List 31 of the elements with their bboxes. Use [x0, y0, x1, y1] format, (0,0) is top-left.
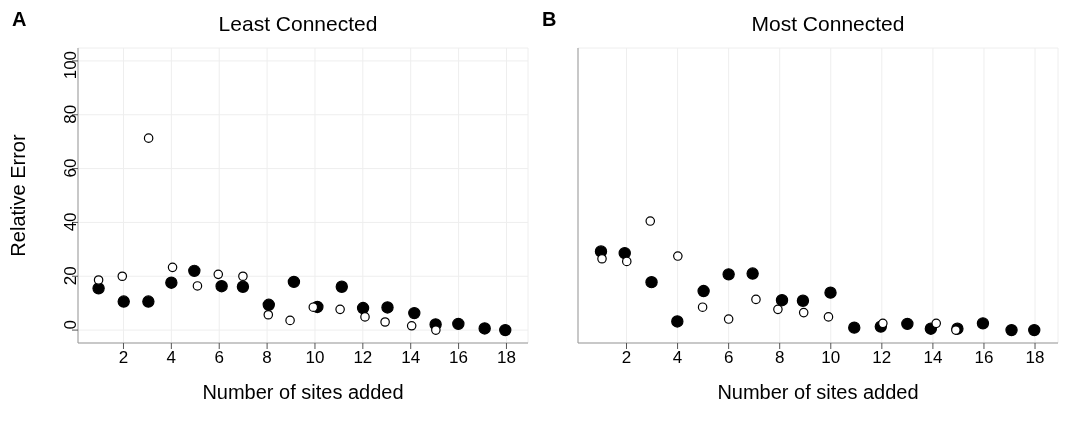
- x-tick-label: 16: [449, 348, 469, 368]
- y-tick-label: 60: [61, 158, 81, 178]
- x-tick-label: 16: [974, 348, 994, 368]
- x-tick-label: 8: [774, 348, 785, 368]
- x-axis-title: Number of sites added: [202, 381, 404, 403]
- y-tick-label: 20: [61, 266, 81, 286]
- text: A: [12, 8, 27, 31]
- y-tick-label: 100: [61, 50, 81, 80]
- x-tick-label: 2: [118, 348, 129, 368]
- x-tick-label: 12: [872, 348, 892, 368]
- x-tick-label: 18: [1025, 348, 1045, 368]
- x-tick-label: 6: [723, 348, 734, 368]
- x-tick-label: 18: [497, 348, 516, 368]
- text: B: [542, 8, 557, 31]
- x-tick-label: 12: [353, 348, 373, 368]
- chart-title: Most Connected: [750, 12, 906, 36]
- x-tick-label: 14: [923, 348, 943, 368]
- x-tick-label: 4: [166, 348, 177, 368]
- y-tick-label: 40: [61, 212, 81, 232]
- x-tick-label: 4: [672, 348, 683, 368]
- chart-title: Least Connected: [217, 12, 379, 36]
- y-axis-title: Relative Error: [7, 134, 30, 257]
- x-tick-label: 10: [821, 348, 841, 368]
- y-tick-label: 80: [61, 104, 81, 124]
- x-tick-label: 2: [621, 348, 632, 368]
- x-tick-label: 10: [305, 348, 325, 368]
- x-tick-label: 14: [401, 348, 421, 368]
- x-axis-title: Number of sites added: [717, 381, 919, 403]
- x-tick-label: 8: [262, 348, 272, 368]
- y-tick-label: 0: [61, 320, 81, 330]
- x-tick-label: 6: [214, 348, 224, 368]
